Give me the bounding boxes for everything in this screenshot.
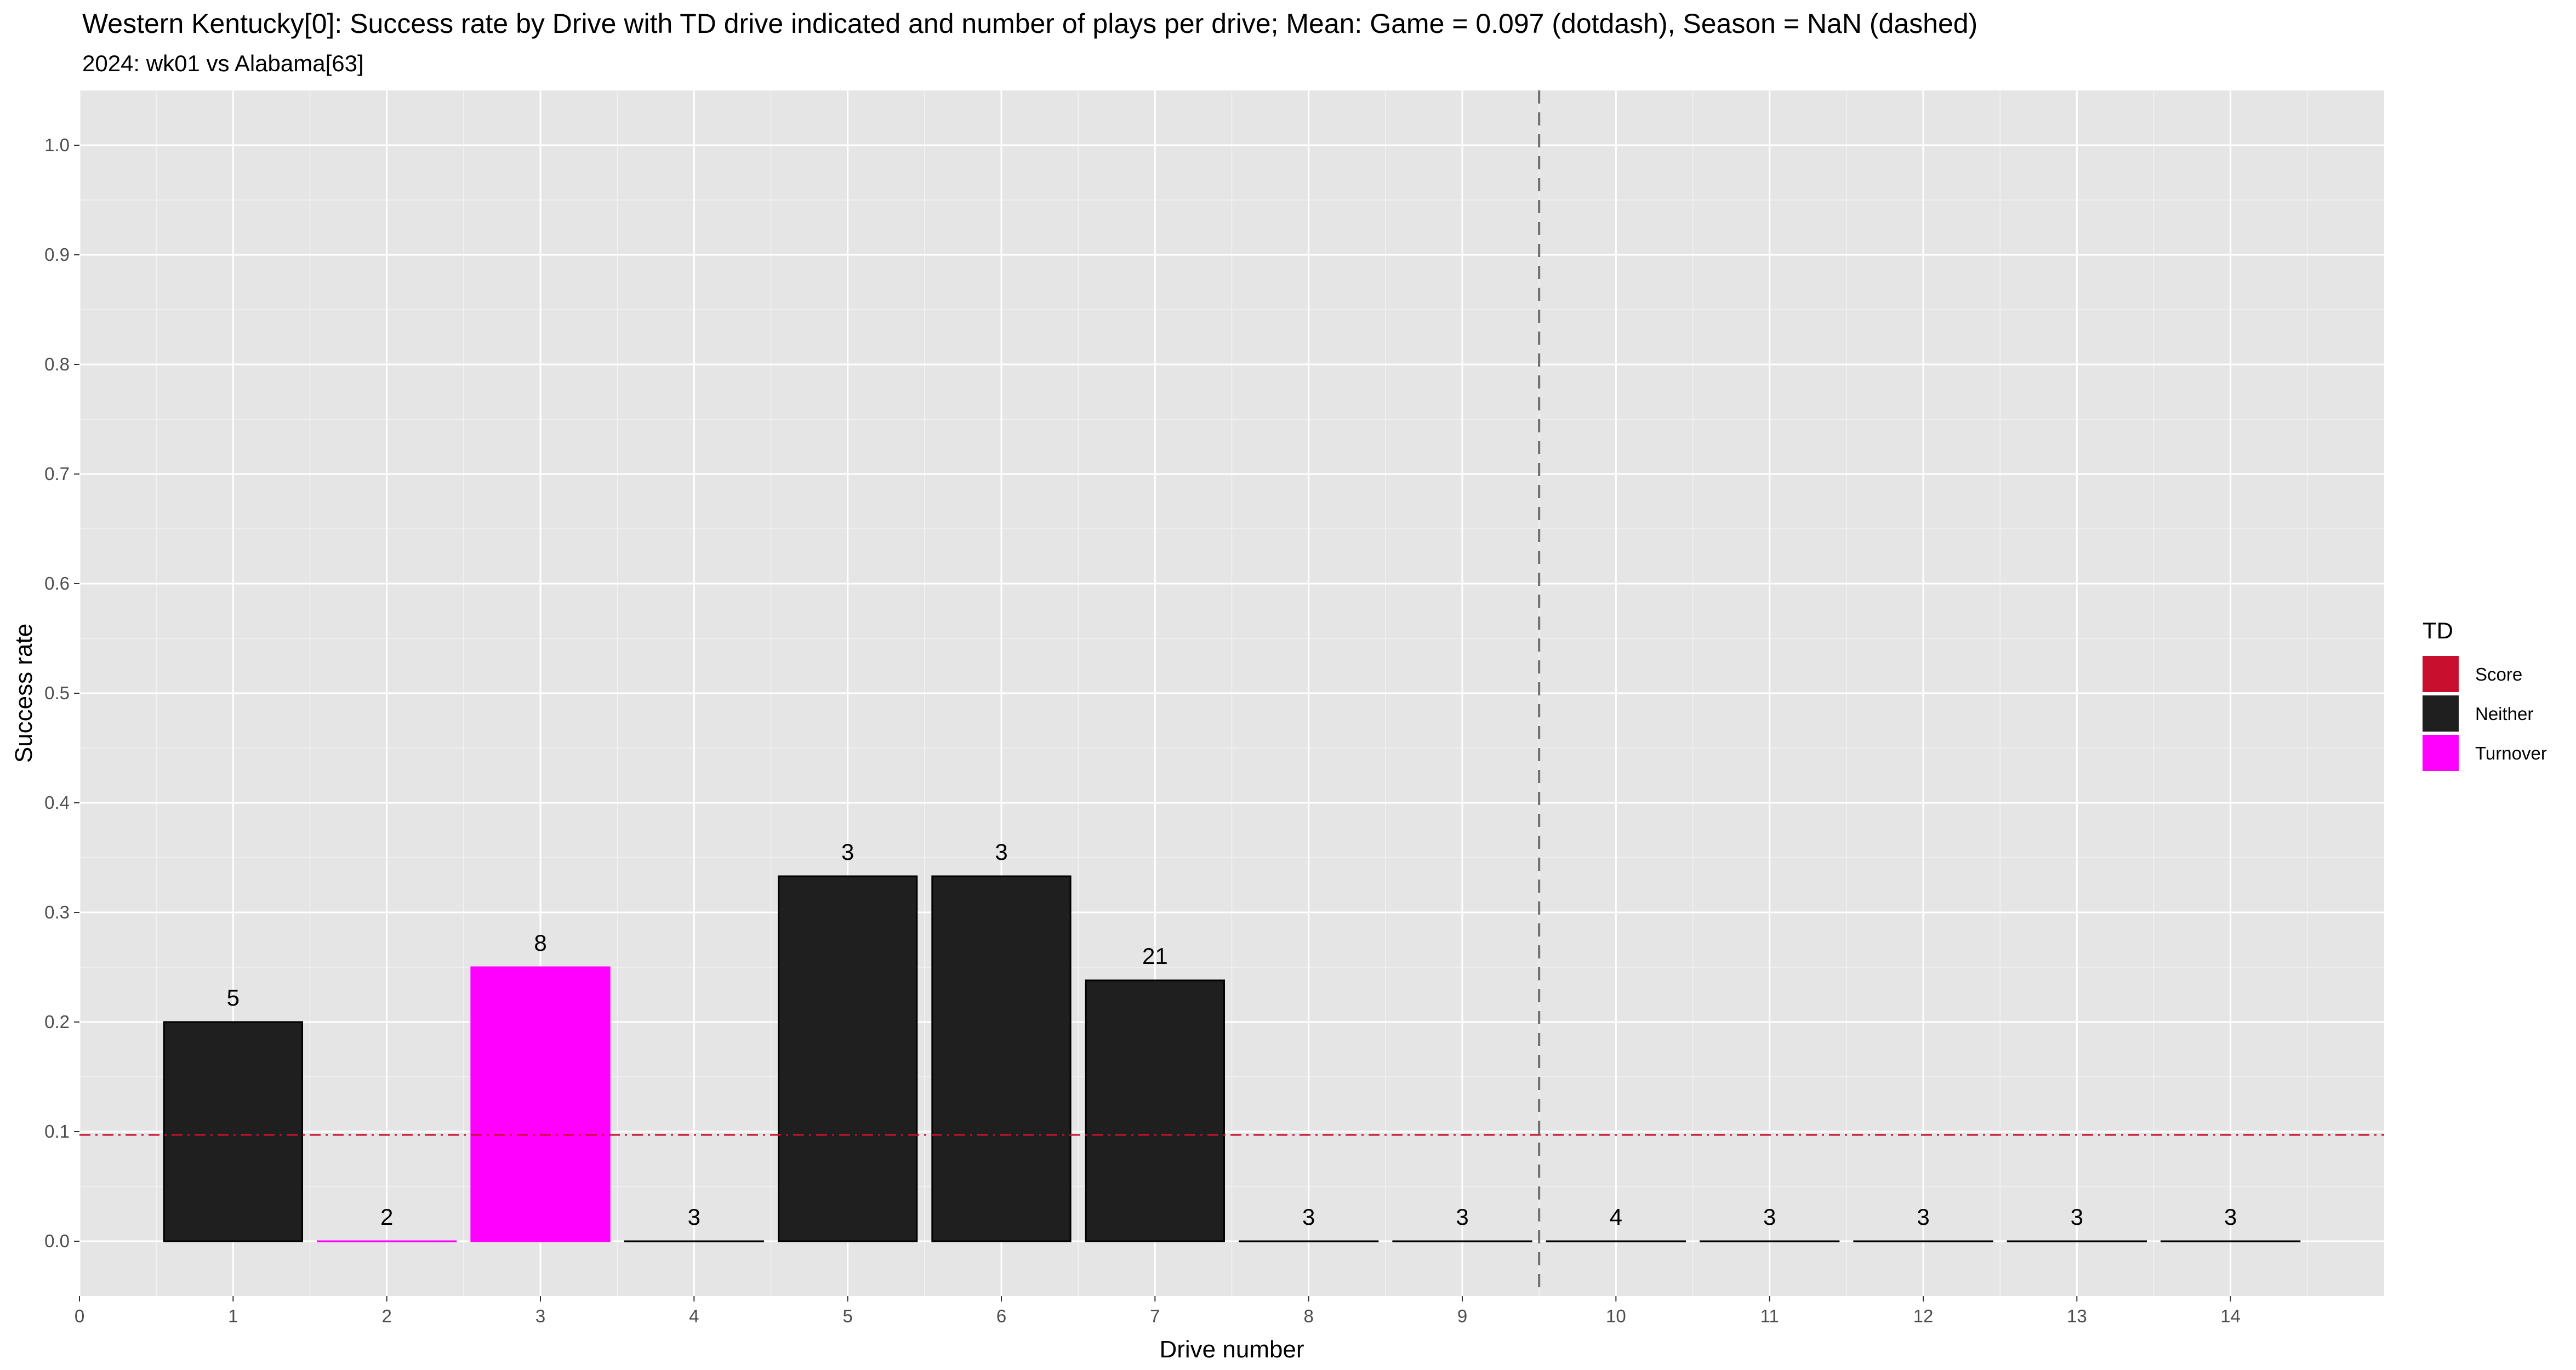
y-tick-label: 0.2: [44, 1012, 70, 1032]
x-tick-label: 1: [228, 1306, 238, 1326]
bar-drive-8: [1239, 1240, 1379, 1242]
x-tick-label: 14: [2220, 1306, 2241, 1326]
bar-label-drive-6: 3: [995, 839, 1007, 865]
bar-drive-7: [1085, 979, 1225, 1242]
bar-label-drive-4: 3: [688, 1204, 700, 1230]
x-tick-label: 12: [1913, 1306, 1934, 1326]
bar-drive-1: [163, 1021, 303, 1242]
y-tick-label: 0.6: [44, 573, 70, 593]
legend: TD Score Neither Turnover: [2423, 618, 2547, 771]
y-tick-label: 0.5: [44, 683, 70, 703]
legend-title: TD: [2423, 618, 2453, 643]
bar-label-drive-14: 3: [2224, 1204, 2237, 1230]
bar-drive-3: [470, 966, 611, 1242]
x-tick-label: 5: [842, 1306, 852, 1326]
bar-label-drive-5: 3: [841, 839, 854, 865]
bar-label-drive-13: 3: [2071, 1204, 2083, 1230]
bar-label-drive-9: 3: [1456, 1204, 1468, 1230]
bar-drive-6: [931, 875, 1072, 1242]
legend-key-turnover: [2423, 735, 2459, 771]
bar-labels: 5 2 8 3 3 3 21 3 3 4 3 3 3 3: [227, 839, 2237, 1230]
x-tick-label: 10: [1606, 1306, 1626, 1326]
legend-key-score: [2423, 656, 2459, 692]
bar-drive-2: [317, 1240, 457, 1242]
bar-label-drive-7: 21: [1142, 943, 1168, 969]
y-tick-label: 1.0: [44, 135, 70, 155]
y-tick-label: 0.9: [44, 244, 70, 265]
chart-subtitle: 2024: wk01 vs Alabama[63]: [82, 50, 364, 76]
bar-drive-5: [778, 875, 918, 1242]
x-tick-label: 2: [381, 1306, 391, 1326]
bar-label-drive-2: 2: [380, 1204, 393, 1230]
x-tick-label: 6: [996, 1306, 1006, 1326]
x-axis-title: Drive number: [1159, 1336, 1304, 1363]
bar-drive-12: [1853, 1240, 1993, 1242]
x-axis-ticks: 0 1 2 3 4 5 6 7 8 9 10 11 12 13 14: [75, 1296, 2241, 1326]
bar-drive-11: [1700, 1240, 1840, 1242]
bar-label-drive-11: 3: [1763, 1204, 1776, 1230]
x-tick-label: 8: [1303, 1306, 1313, 1326]
bar-label-drive-12: 3: [1917, 1204, 1929, 1230]
y-tick-label: 0.0: [44, 1231, 70, 1251]
bar-label-drive-10: 4: [1610, 1204, 1622, 1230]
reference-lines: [79, 90, 2384, 1296]
x-tick-label: 9: [1457, 1306, 1467, 1326]
y-tick-label: 0.4: [44, 792, 70, 813]
bar-label-drive-3: 8: [534, 930, 546, 956]
bar-drive-13: [2007, 1240, 2147, 1242]
y-tick-label: 0.7: [44, 464, 70, 484]
x-tick-label: 0: [75, 1306, 84, 1326]
bar-drive-4: [624, 1240, 764, 1242]
bar-drive-9: [1392, 1240, 1532, 1242]
bar-drive-10: [1546, 1240, 1686, 1242]
x-tick-label: 13: [2067, 1306, 2087, 1326]
y-axis-ticks: 0.0 0.1 0.2 0.3 0.4 0.5 0.6 0.7 0.8 0.9 1.0: [44, 135, 79, 1251]
x-tick-label: 7: [1150, 1306, 1160, 1326]
legend-label-score: Score: [2475, 664, 2522, 684]
chart-title: Western Kentucky[0]: Success rate by Dri…: [82, 8, 1977, 39]
bar-drive-14: [2161, 1240, 2301, 1242]
y-tick-label: 0.8: [44, 354, 70, 374]
y-tick-label: 0.3: [44, 902, 70, 922]
y-axis-title: Success rate: [10, 624, 37, 763]
legend-key-neither: [2423, 695, 2459, 732]
bar-label-drive-8: 3: [1302, 1204, 1315, 1230]
x-tick-label: 11: [1760, 1306, 1779, 1326]
bar-label-drive-1: 5: [227, 985, 240, 1011]
legend-label-neither: Neither: [2475, 704, 2533, 724]
legend-items: Score Neither Turnover: [2423, 656, 2547, 771]
bars: [163, 875, 2301, 1242]
x-tick-label: 3: [535, 1306, 545, 1326]
legend-label-turnover: Turnover: [2475, 743, 2547, 763]
x-tick-label: 4: [689, 1306, 699, 1326]
y-tick-label: 0.1: [44, 1121, 70, 1141]
